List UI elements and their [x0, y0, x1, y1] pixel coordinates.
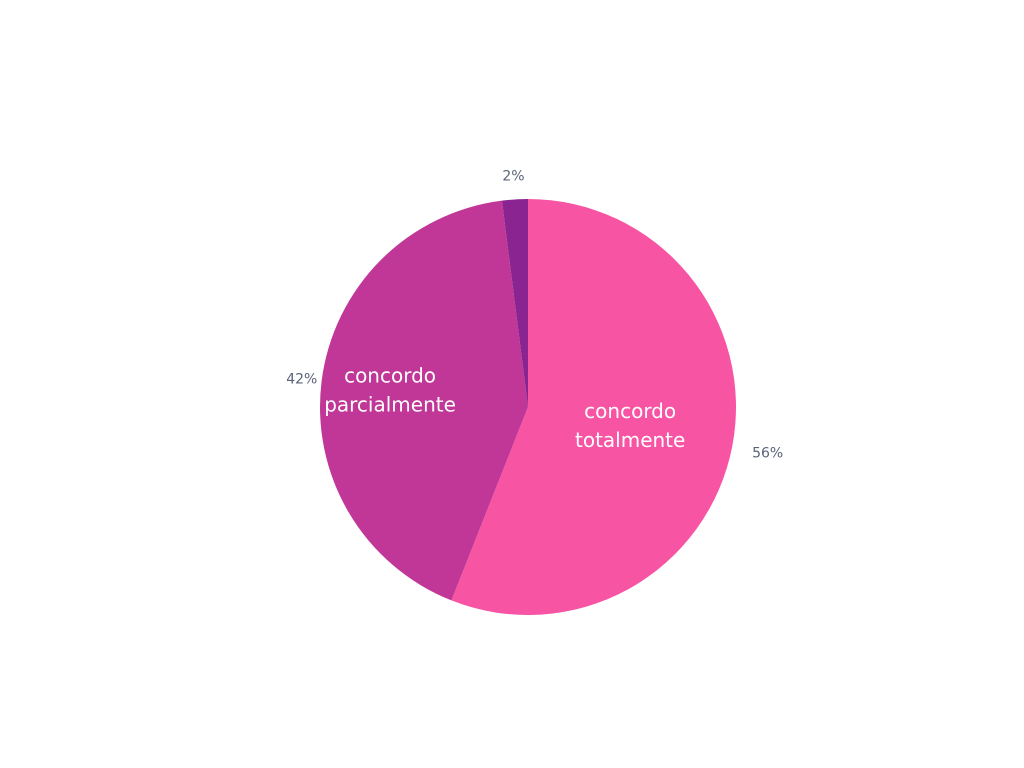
slice-value-label: 56% — [752, 446, 783, 462]
slice-category-label-line: concordo — [584, 399, 676, 423]
slice-category-label: concordo totalmente — [575, 399, 685, 452]
slice-category-label: concordo parcialmente — [324, 363, 456, 416]
slice-value-label: 2% — [502, 168, 524, 184]
pie-slice — [501, 199, 528, 407]
slice-value-label: 42% — [286, 371, 317, 387]
slice-category-label-line: parcialmente — [324, 392, 456, 416]
pie-slice — [451, 199, 736, 615]
pie-labels: 56% concordo totalmente 42% concordo parcialm… — [286, 168, 783, 461]
pie-slices — [320, 199, 736, 615]
pie-slice — [320, 200, 528, 601]
slice-category-label-line: totalmente — [575, 428, 685, 452]
slice-category-label-line: concordo — [344, 363, 436, 387]
